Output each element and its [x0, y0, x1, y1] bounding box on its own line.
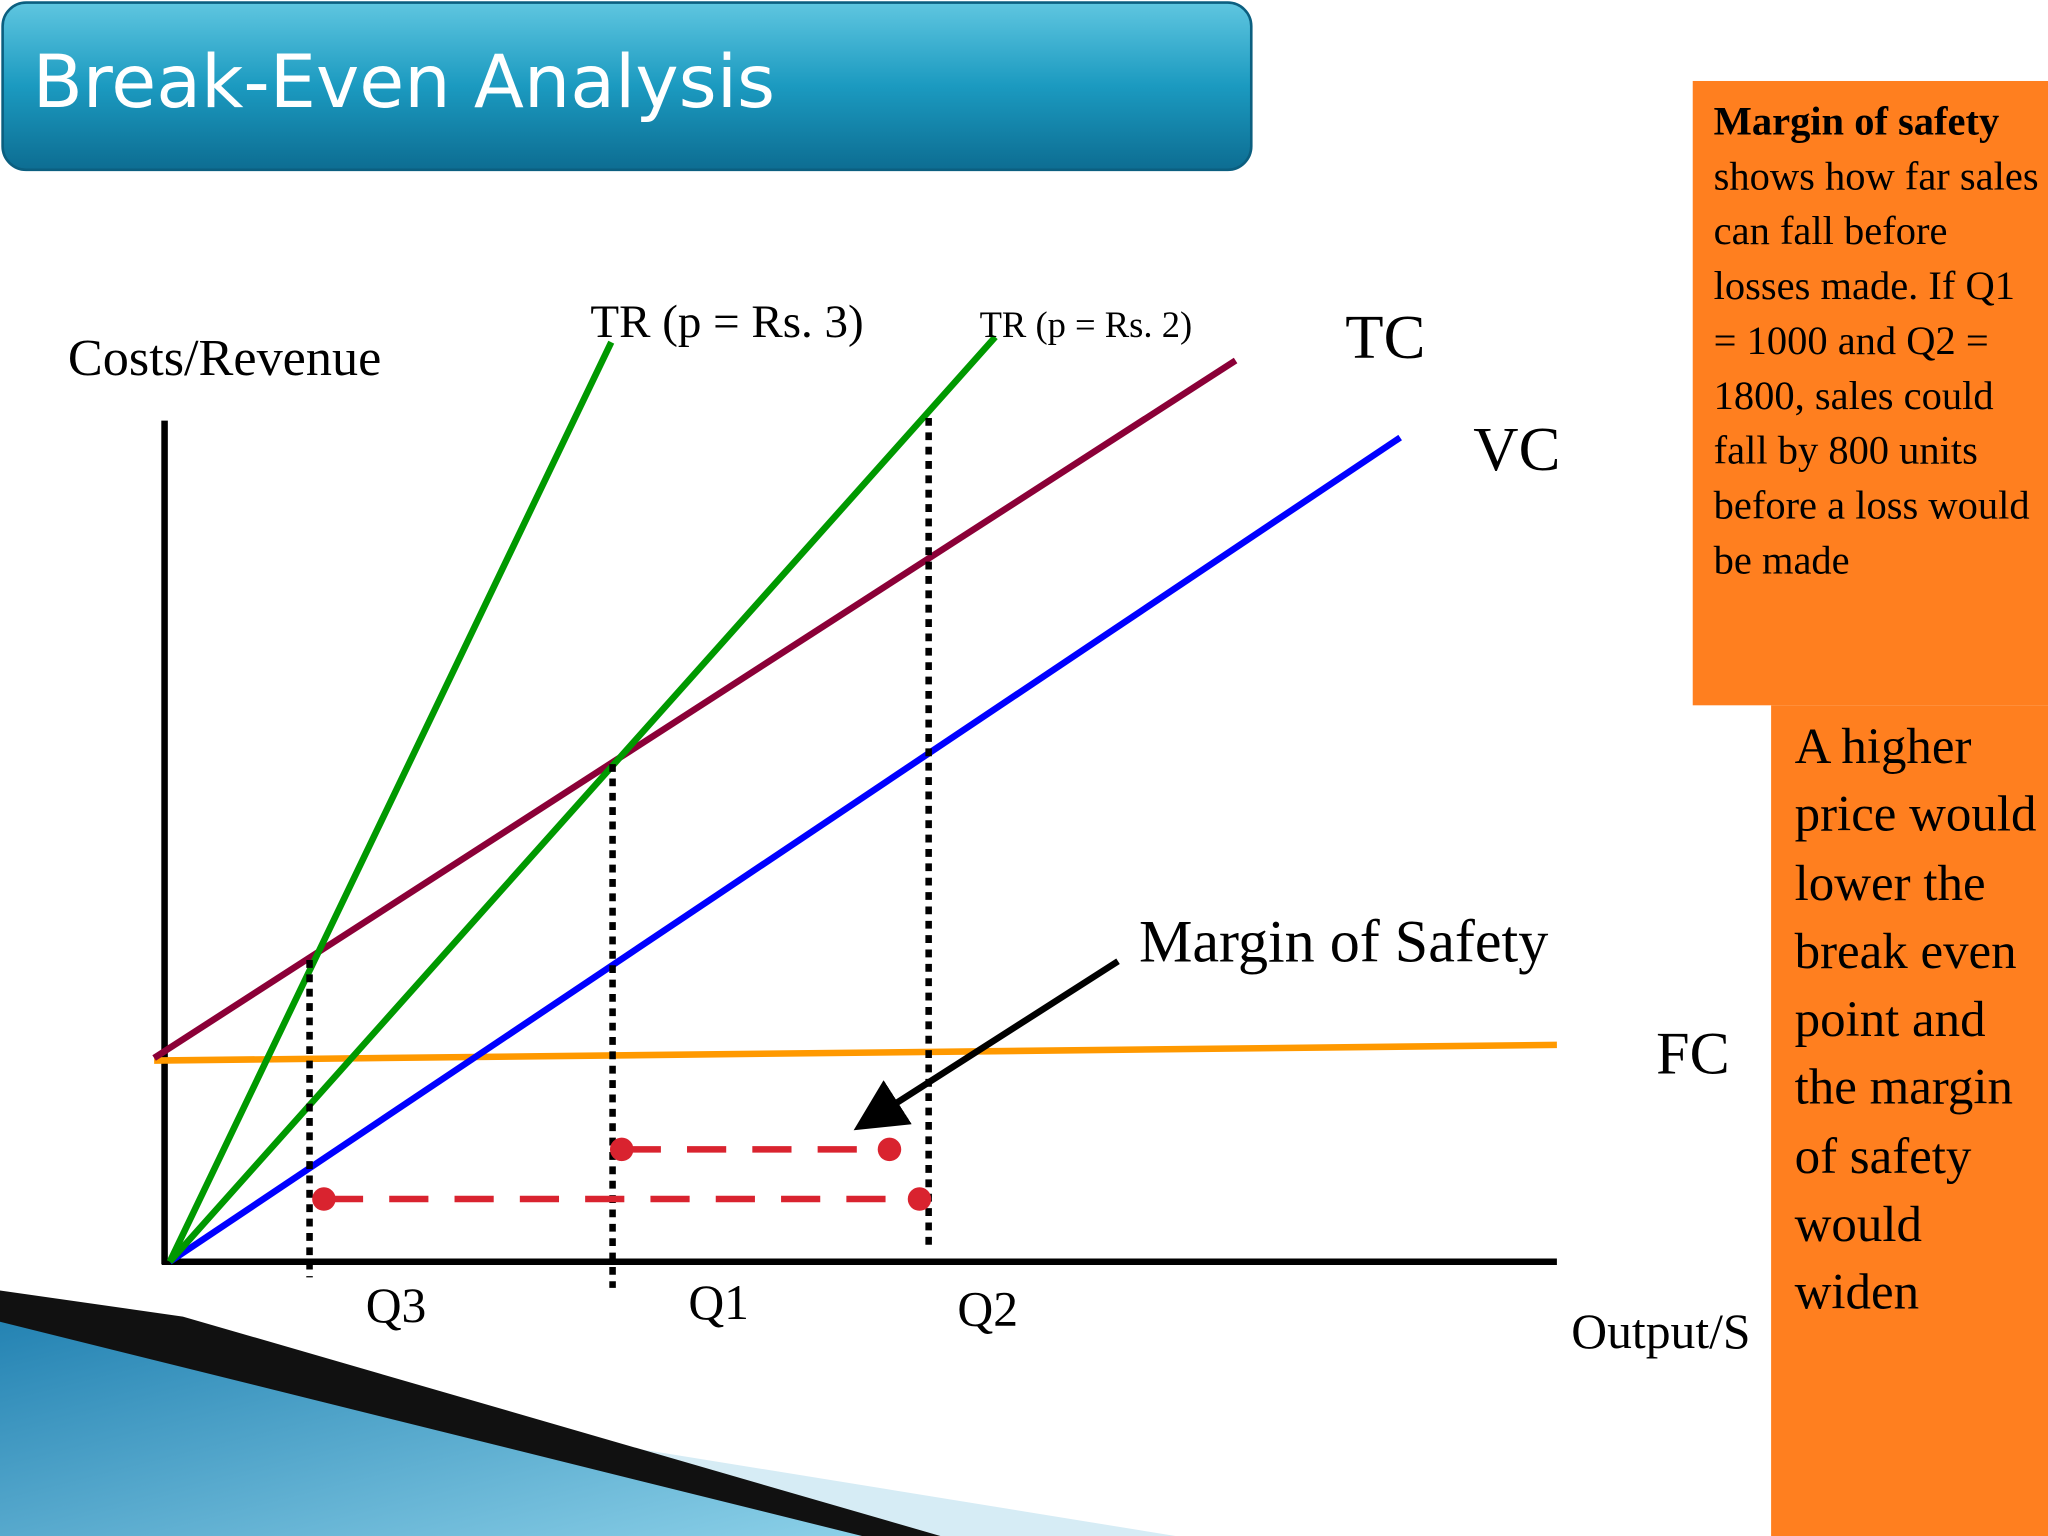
note: Margin of safety shows how far sales can… [1703, 94, 2045, 588]
title-bar [1, 1, 1253, 172]
note-text: shows how far sales can fall before loss… [1713, 152, 2039, 583]
vc-label: VC [1473, 414, 1560, 484]
tr3-line [166, 340, 615, 1264]
vc-line [167, 434, 1402, 1265]
fc-line [154, 1041, 1557, 1064]
y-label: Costs/Revenue [68, 329, 381, 387]
dash-end [877, 1137, 902, 1162]
note-bold: Margin of safety [1713, 97, 2000, 144]
title: Break-Even Analysis [33, 40, 776, 125]
arrow [853, 958, 1120, 1131]
tr3-label: TR (p = Rs. 3) [590, 296, 863, 348]
decor-dark [0, 1290, 941, 1536]
q-label: Q1 [688, 1275, 749, 1330]
tr2-label: TR (p = Rs. 2) [980, 304, 1193, 345]
side-box [1771, 705, 2048, 1536]
q-label: Q3 [366, 1278, 427, 1333]
side-note: A higher price would lower the break eve… [1794, 718, 2037, 1321]
dash-end [312, 1187, 336, 1211]
annotation: Margin of Safety [1139, 907, 1548, 974]
dash-end [907, 1187, 932, 1211]
x-label: Output/S [1571, 1304, 1750, 1359]
q-label: Q2 [957, 1282, 1018, 1337]
note-box [1692, 80, 2048, 706]
fc-label: FC [1656, 1020, 1729, 1087]
note-wrap: Margin of safety shows how far sales can… [1703, 94, 2045, 588]
tc-label: TC [1345, 302, 1425, 372]
dash-end [609, 1137, 634, 1162]
tc-line [152, 357, 1238, 1061]
tr2-line [167, 334, 998, 1264]
side-wrap: A higher price would lower the break eve… [1794, 718, 2037, 1321]
